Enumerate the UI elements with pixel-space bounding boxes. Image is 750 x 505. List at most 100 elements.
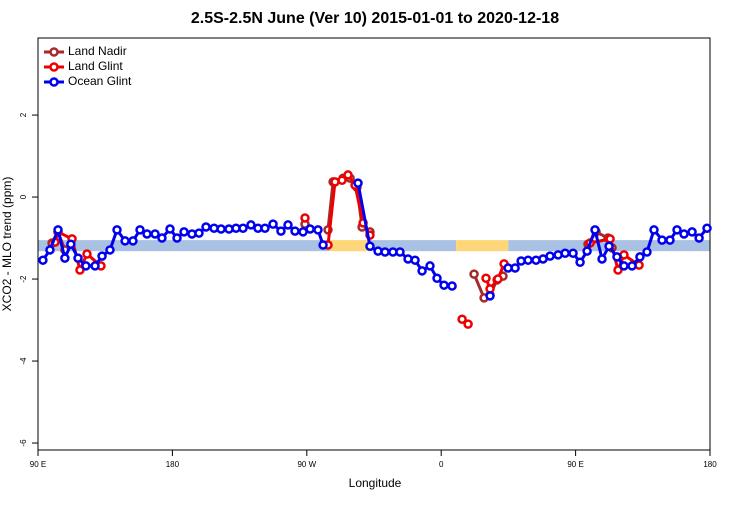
- band-segment: [330, 240, 370, 252]
- data-point: [66, 239, 76, 249]
- data-point: [410, 255, 420, 265]
- data-point: [605, 234, 615, 244]
- data-point: [493, 274, 503, 284]
- data-point: [290, 226, 300, 236]
- data-point: [318, 240, 328, 250]
- data-point: [305, 224, 315, 234]
- data-point: [120, 236, 130, 246]
- data-point: [75, 265, 85, 275]
- data-point: [157, 233, 167, 243]
- data-point: [568, 248, 578, 258]
- data-point: [619, 261, 629, 271]
- legend-label: Ocean Glint: [68, 74, 132, 88]
- data-point: [53, 225, 63, 235]
- y-tick-label: -4: [19, 357, 28, 365]
- data-point: [90, 261, 100, 271]
- data-point: [353, 178, 363, 188]
- data-point: [165, 224, 175, 234]
- x-axis-label: Longitude: [349, 476, 402, 490]
- data-point: [597, 254, 607, 264]
- data-point: [268, 219, 278, 229]
- legend-marker: [49, 77, 59, 87]
- data-point: [246, 220, 256, 230]
- x-tick-label: 90 W: [297, 460, 316, 469]
- data-point: [425, 261, 435, 271]
- data-point: [612, 252, 622, 262]
- data-point: [485, 291, 495, 301]
- data-point: [417, 266, 427, 276]
- data-point: [135, 225, 145, 235]
- data-point: [150, 229, 160, 239]
- data-point: [481, 273, 491, 283]
- y-tick-label: 2: [19, 112, 28, 117]
- data-point: [439, 280, 449, 290]
- data-point: [300, 213, 310, 223]
- y-tick-label: -6: [19, 439, 28, 447]
- data-point: [523, 255, 533, 265]
- data-point: [432, 273, 442, 283]
- data-point: [179, 227, 189, 237]
- data-point: [276, 226, 286, 236]
- legend-label: Land Glint: [68, 59, 123, 73]
- data-point: [128, 236, 138, 246]
- data-point: [283, 220, 293, 230]
- data-point: [642, 247, 652, 257]
- chart-title: 2.5S-2.5N June (Ver 10) 2015-01-01 to 20…: [191, 10, 559, 27]
- band-segment: [38, 240, 331, 252]
- data-point: [545, 251, 555, 261]
- plot: [38, 170, 712, 329]
- data-point: [469, 269, 479, 279]
- data-point: [613, 265, 623, 275]
- data-point: [201, 222, 211, 232]
- data-point: [457, 314, 467, 324]
- y-axis-label: XCO2 - MLO trend (ppm): [0, 177, 14, 312]
- data-point: [560, 248, 570, 258]
- data-point: [60, 253, 70, 263]
- legend-label: Land Nadir: [68, 44, 127, 58]
- data-point: [105, 245, 115, 255]
- x-tick-label: 180: [703, 460, 717, 469]
- data-point: [97, 251, 107, 261]
- legend-marker: [49, 62, 59, 72]
- data-point: [649, 225, 659, 235]
- data-point: [604, 241, 614, 252]
- data-point: [337, 175, 347, 186]
- data-point: [463, 319, 473, 329]
- legend-marker: [49, 47, 59, 57]
- x-tick-label: 0: [439, 460, 444, 469]
- axes: 90 E 180 90 W 0 90 E 180 -6 -4 -2 0 2: [19, 37, 717, 469]
- data-point: [142, 229, 152, 239]
- data-point: [510, 263, 520, 273]
- data-point: [395, 247, 405, 257]
- data-point: [694, 233, 704, 243]
- y-tick-label: 0: [19, 194, 28, 199]
- data-point: [365, 241, 375, 252]
- data-point: [38, 255, 48, 265]
- data-point: [216, 224, 226, 234]
- data-point: [665, 235, 675, 245]
- data-point: [635, 252, 645, 262]
- data-point: [447, 281, 457, 291]
- data-point: [112, 225, 122, 235]
- data-point: [45, 245, 55, 255]
- data-point: [590, 225, 600, 235]
- data-point: [81, 261, 91, 271]
- data-point: [702, 223, 712, 233]
- data-point: [380, 247, 390, 257]
- data-point: [627, 261, 637, 271]
- data-point: [82, 249, 92, 259]
- data-point: [687, 227, 697, 237]
- data-point: [679, 229, 689, 239]
- data-point: [172, 233, 182, 243]
- data-point: [672, 225, 682, 235]
- x-tick-label: 90 E: [567, 460, 583, 469]
- x-tick-label: 90 E: [30, 460, 46, 469]
- data-point: [313, 225, 323, 235]
- data-point: [575, 257, 585, 267]
- band-segment: [369, 240, 457, 252]
- data-point: [73, 253, 83, 263]
- data-point: [260, 223, 270, 233]
- data-point: [657, 235, 667, 245]
- x-tick-label: 180: [166, 460, 180, 469]
